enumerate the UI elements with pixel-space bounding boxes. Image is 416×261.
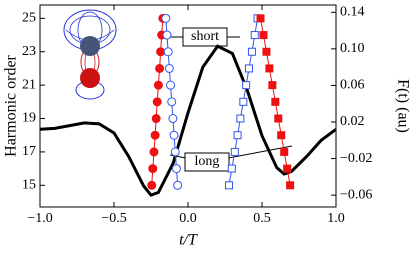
marker <box>227 164 236 173</box>
marker <box>265 64 274 73</box>
marker <box>242 81 251 90</box>
y2-tick-label: 0.14 <box>340 5 365 20</box>
y2-tick-label: −0.02 <box>340 151 372 166</box>
marker <box>164 63 174 73</box>
marker <box>161 13 171 23</box>
marker <box>156 47 166 57</box>
marker <box>155 63 165 73</box>
marker <box>256 14 265 23</box>
y2-axis-label: F(t) (au) <box>394 79 411 133</box>
marker <box>147 180 157 190</box>
annotation-box <box>182 27 228 47</box>
marker <box>224 181 233 190</box>
x-tick-label: 1.0 <box>327 211 345 226</box>
y2-tick-label: 0.02 <box>340 114 365 129</box>
x-tick-label: 0.0 <box>179 211 197 226</box>
marker <box>152 97 162 107</box>
marker <box>268 81 277 90</box>
annotation: short <box>191 29 219 44</box>
marker <box>163 47 173 57</box>
marker <box>171 164 181 174</box>
marker <box>262 47 271 56</box>
marker <box>277 131 286 140</box>
marker <box>233 131 242 140</box>
marker <box>151 114 161 124</box>
marker <box>283 164 292 173</box>
annotation-box <box>184 152 230 172</box>
marker <box>170 147 180 157</box>
marker <box>150 130 160 140</box>
y-tick-label: 17 <box>22 144 36 159</box>
marker <box>250 31 259 40</box>
marker <box>166 80 176 90</box>
marker <box>230 147 239 156</box>
y-tick-label: 23 <box>22 44 36 59</box>
molecule-inset <box>63 9 117 100</box>
marker <box>236 114 245 123</box>
y2-tick-label: −0.06 <box>340 187 372 202</box>
marker <box>239 97 248 106</box>
marker <box>173 180 183 190</box>
marker <box>167 97 177 107</box>
marker <box>286 181 295 190</box>
y2-tick-label: 0.06 <box>340 78 365 93</box>
marker <box>162 30 172 40</box>
x-tick-label: −0.5 <box>101 211 126 226</box>
series-line <box>39 44 337 197</box>
marker <box>274 114 283 123</box>
marker <box>169 130 179 140</box>
marker <box>247 47 256 56</box>
y-tick-label: 19 <box>22 111 36 126</box>
x-tick-label: −1.0 <box>27 211 52 226</box>
y-axis-label: Harmonic order <box>3 54 20 156</box>
y-tick-label: 15 <box>22 178 36 193</box>
y2-tick-label: 0.10 <box>340 41 365 56</box>
x-axis-label: t/T <box>179 232 198 249</box>
marker <box>280 147 289 156</box>
marker <box>271 97 280 106</box>
marker <box>244 64 253 73</box>
x-tick-label: 0.5 <box>253 211 271 226</box>
annotation: long <box>195 154 220 169</box>
marker <box>149 147 159 157</box>
marker <box>148 164 158 174</box>
y-tick-label: 25 <box>22 11 36 26</box>
marker <box>168 114 178 124</box>
marker <box>259 31 268 40</box>
marker <box>153 80 163 90</box>
y-tick-label: 21 <box>22 77 36 92</box>
